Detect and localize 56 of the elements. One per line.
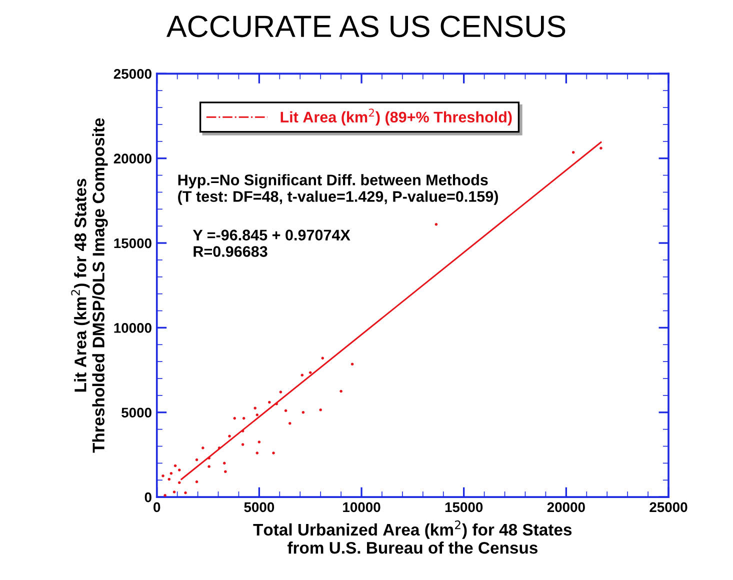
point [208, 465, 210, 468]
point [170, 472, 173, 475]
point [572, 151, 575, 154]
point [302, 410, 305, 414]
point [168, 478, 171, 481]
point [254, 406, 256, 410]
point [184, 491, 187, 494]
point [256, 452, 259, 454]
point [233, 416, 236, 420]
point [288, 422, 292, 425]
x-tick-label: 25000 [650, 502, 688, 512]
annotation: Hyp.=No Significant Diff. between Methods (T test: DF=48, t-value=1.429, P-value=0.159) [178, 174, 498, 205]
y-tick-label: 15000 [114, 238, 152, 248]
point [340, 390, 342, 393]
annotation: Y =-96.845 + 0.97074X R=0.96683 [192, 230, 350, 257]
point [178, 481, 181, 484]
x-tick-label: 10000 [343, 502, 380, 512]
point [164, 494, 166, 497]
point [162, 474, 164, 478]
point [178, 468, 181, 472]
point [172, 490, 176, 494]
point [284, 409, 288, 412]
point [319, 408, 322, 412]
chart-title: ACCURATE AS US CENSUS [166, 16, 566, 38]
x-axis-title: Total Urbanized Area (km$^{2}$) for 48 States from U.S. Bureau of the Census [253, 520, 572, 554]
point [223, 462, 226, 465]
y-tick-label: 5000 [122, 408, 152, 418]
point [195, 480, 198, 484]
point [321, 356, 324, 360]
point [242, 416, 246, 420]
point [279, 390, 282, 394]
point [600, 146, 602, 150]
point [434, 223, 438, 226]
point [202, 446, 204, 450]
y-tick-label: 20000 [114, 154, 152, 164]
point [241, 443, 244, 446]
y-tick-label: 0 [144, 492, 152, 502]
x-tick-label: 0 [154, 502, 160, 512]
legend-label: Lit Area (km$^{2}$) (89+% Threshold) [280, 108, 512, 126]
point [300, 374, 304, 377]
x-tick-label: 15000 [445, 502, 483, 512]
point [256, 414, 259, 416]
point [350, 362, 354, 366]
x-tick-label: 20000 [547, 502, 585, 512]
y-axis-title: Lit Area (km$^{2}$) for 48 States Thresholded DMSP/OLS Image Composite [71, 118, 108, 453]
y-tick-label: 25000 [114, 68, 152, 79]
x-tick-label: 5000 [244, 502, 274, 512]
point [268, 400, 271, 404]
y-tick-label: 10000 [114, 323, 152, 333]
point [272, 452, 275, 454]
point [174, 464, 177, 468]
point [228, 434, 231, 438]
point [258, 440, 261, 444]
point [195, 458, 198, 462]
point [224, 470, 227, 474]
point [308, 371, 312, 374]
